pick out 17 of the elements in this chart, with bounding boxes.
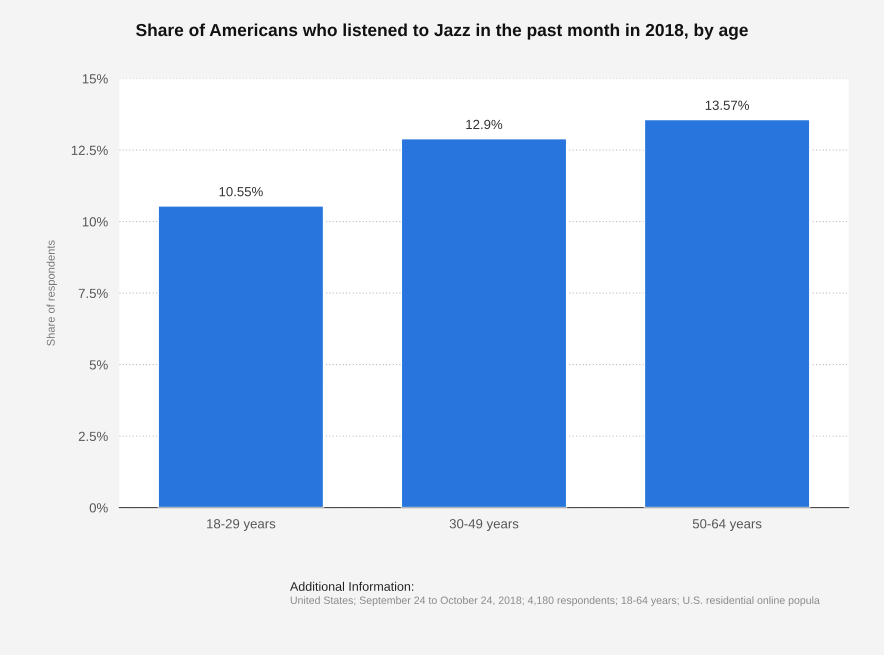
data-label: 10.55% xyxy=(220,186,263,196)
x-tick-label: 50-64 years xyxy=(692,519,762,532)
text: Additional Information: xyxy=(290,582,414,591)
data-label: 13.57% xyxy=(706,100,749,110)
text: United States; September 24 to October 24, 2018; 4,180 respondents; 18-64 years; U.S. residential online popula xyxy=(290,596,820,606)
y-tick-label: 7.5% xyxy=(78,288,108,298)
y-tick-label: 0% xyxy=(90,503,108,513)
y-tick-label: 5% xyxy=(90,360,108,370)
y-tick-label: 15% xyxy=(82,74,108,84)
chart-title: Share of Americans who listened to Jazz in the past month in 2018, by age xyxy=(136,23,748,40)
y-axis-title: Share of respondents xyxy=(46,240,57,346)
x-tick-label: 18-29 years xyxy=(207,519,276,532)
y-tick-label: 2.5% xyxy=(78,432,108,442)
y-tick-label: 10% xyxy=(82,217,108,227)
y-tick-label: 12.5% xyxy=(72,146,108,156)
data-label: 12.9% xyxy=(466,120,502,130)
x-tick-label: 30-49 years xyxy=(450,519,518,532)
